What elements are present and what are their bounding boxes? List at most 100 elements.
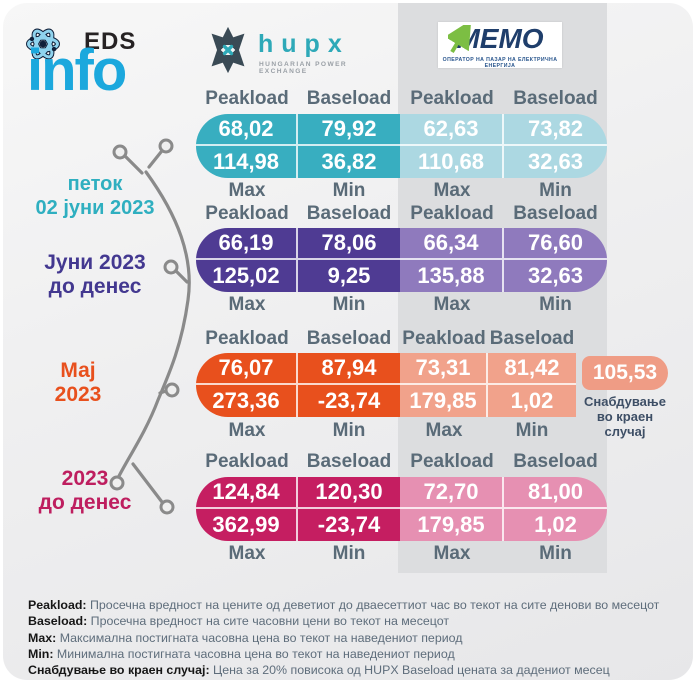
- memo-subtitle: ОПЕРАТОР НА ПАЗАР НА ЕЛЕКТРИЧНА ЕНЕРГИЈА: [442, 57, 558, 69]
- hupx-half: [196, 114, 400, 178]
- value-hupx-min: 9,25: [327, 263, 371, 288]
- legend-term: Peakload:: [28, 598, 87, 612]
- value-memo-baseload: 73,82: [504, 114, 607, 146]
- value-hupx-peakload: 68,02: [196, 114, 298, 146]
- hupx-wordmark: hupx: [258, 30, 350, 58]
- legend-term: Max:: [28, 630, 57, 645]
- value-hupx-min: -23,74: [317, 512, 381, 537]
- period-label-line: до денес: [38, 491, 132, 514]
- value-memo-baseload: 76,60: [504, 228, 607, 260]
- price-pill-may: 76,07 87,94 73,31 81,42 273,36 -23,74 17…: [196, 353, 576, 417]
- label-line: Снабдување: [584, 394, 666, 409]
- legend-row: Min: Минимална постигната часовна цена в…: [28, 646, 682, 662]
- atom-icon: [26, 28, 60, 60]
- legend-row: Baseload: Просечна вредност на сите часо…: [28, 613, 682, 629]
- hupx-subtitle: HUNGARIAN POWER EXCHANGE: [259, 61, 348, 75]
- value-memo-max: 179,85: [400, 509, 504, 541]
- value-memo-baseload: 81,00: [504, 477, 607, 509]
- column-headers: Peakload Baseload Peakload Baseload: [196, 88, 607, 110]
- label-min: Min: [332, 180, 366, 201]
- col-header-peakload: Peakload: [205, 88, 289, 109]
- value-memo-peakload: 66,34: [400, 228, 504, 260]
- hupx-logo: hupx HUNGARIAN POWER EXCHANGE: [204, 26, 379, 76]
- value-memo-max: 110,68: [400, 146, 504, 178]
- value-hupx-baseload: 87,94: [298, 353, 400, 385]
- value-hupx-max: 125,02: [196, 260, 298, 292]
- hupx-half: [196, 477, 400, 541]
- legend-desc: Минимална постигната часовна цена во тек…: [56, 646, 455, 661]
- info-wordmark: info: [27, 38, 127, 103]
- value-hupx-baseload: 79,92: [298, 114, 400, 146]
- maxmin-labels: Max Min Max Min: [196, 420, 576, 442]
- label-max: Max: [433, 294, 471, 315]
- value-hupx-baseload: 120,30: [298, 477, 400, 509]
- memo-half: [400, 353, 576, 417]
- value-hupx-max: 114,98: [196, 146, 298, 178]
- legend-row: Max: Максимална постигната часовна цена …: [28, 630, 682, 646]
- memo-arrow-icon: [448, 25, 472, 54]
- legend-desc: Цена за 20% повисока од HUPX Baseload це…: [213, 663, 610, 678]
- period-label-may: Мај 2023: [18, 359, 138, 407]
- label-min: Min: [515, 420, 549, 441]
- col-header-baseload: Baseload: [489, 328, 575, 349]
- label-min: Min: [332, 543, 366, 564]
- col-header-baseload: Baseload: [306, 203, 392, 224]
- col-header-baseload: Baseload: [513, 451, 598, 472]
- legend-row: Снабдување во краен случај: Цена за 20% …: [28, 662, 682, 678]
- label-min: Min: [539, 180, 572, 201]
- value-memo-max: 135,88: [400, 260, 504, 292]
- period-label-ytd: 2023 до денес: [20, 467, 150, 515]
- timeline-vine: [109, 138, 191, 515]
- legend: Peakload: Просечна вредност на цените од…: [28, 597, 682, 678]
- legend-term: Снабдување во краен случај:: [28, 663, 210, 678]
- period-label-line: 2023: [54, 383, 102, 406]
- legend-row: Peakload: Просечна вредност на цените од…: [28, 597, 682, 613]
- maxmin-labels: Max Min Max Min: [196, 543, 607, 565]
- label-min: Min: [332, 294, 366, 315]
- period-label-line: 02 јуни 2023: [35, 197, 155, 219]
- label-max: Max: [433, 543, 471, 564]
- col-header-peakload: Peakload: [402, 328, 486, 349]
- label-min: Min: [332, 420, 366, 441]
- label-max: Max: [228, 420, 266, 441]
- label-max: Max: [228, 294, 266, 315]
- period-label-line: 2023: [61, 467, 109, 490]
- maxmin-labels: Max Min Max Min: [196, 294, 607, 316]
- price-pill-ytd: 124,84 120,30 72,70 81,00 362,99 -23,74 …: [196, 477, 607, 541]
- value-memo-peakload: 72,70: [400, 477, 504, 509]
- value-memo-max: 179,85: [400, 385, 488, 417]
- period-label-june: Јуни 2023 до денес: [20, 251, 170, 299]
- value-memo-peakload: 73,31: [400, 353, 488, 385]
- period-label-line: Јуни 2023: [44, 251, 146, 274]
- col-header-baseload: Baseload: [306, 88, 392, 109]
- col-header-peakload: Peakload: [205, 203, 289, 224]
- label-max: Max: [228, 180, 266, 201]
- value-memo-min: 1,02: [534, 512, 577, 537]
- hupx-arrows-icon: [211, 26, 245, 74]
- col-header-baseload: Baseload: [513, 203, 598, 224]
- value-hupx-peakload: 66,19: [196, 228, 298, 260]
- value-memo-peakload: 62,63: [400, 114, 504, 146]
- label-max: Max: [433, 180, 471, 201]
- col-header-peakload: Peakload: [410, 203, 494, 224]
- value-hupx-max: 273,36: [196, 385, 298, 417]
- eds-wordmark: EDS: [84, 28, 137, 55]
- label-line: случај: [604, 424, 646, 439]
- col-header-peakload: Peakload: [205, 328, 289, 349]
- col-header-baseload: Baseload: [306, 328, 392, 349]
- price-pill-june: 66,19 78,06 66,34 76,60 125,02 9,25 135,…: [196, 228, 607, 292]
- value-memo-min: 32,63: [527, 263, 584, 288]
- period-label-friday: петок 02 јуни 2023: [20, 172, 170, 220]
- value-memo-baseload: 81,42: [488, 353, 576, 385]
- value-hupx-min: -23,74: [317, 388, 381, 413]
- last-resort-supply-label: Снабдување во краен случај: [572, 394, 678, 439]
- period-label-line: до денес: [48, 275, 142, 298]
- price-pill-friday: 68,02 79,92 62,63 73,82 114,98 36,82 110…: [196, 114, 607, 178]
- col-header-baseload: Baseload: [306, 451, 392, 472]
- legend-term: Min:: [28, 646, 54, 661]
- column-headers: Peakload Baseload Peakload Baseload: [196, 203, 607, 225]
- col-header-peakload: Peakload: [410, 451, 494, 472]
- value-memo-min: 32,63: [527, 149, 584, 174]
- column-headers: Peakload Baseload Peakload Baseload: [196, 328, 576, 350]
- value-hupx-min: 36,82: [321, 149, 377, 174]
